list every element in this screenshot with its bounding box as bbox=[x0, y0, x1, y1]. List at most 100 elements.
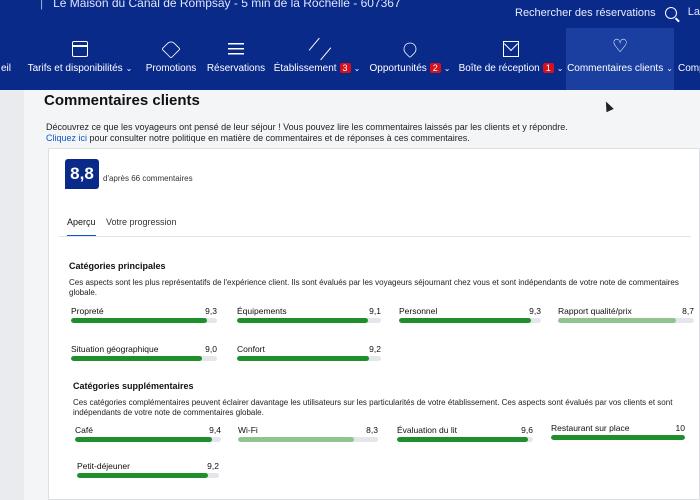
extra-categories-title: Catégories supplémentaires bbox=[73, 381, 194, 391]
tab-apercu[interactable]: Aperçu bbox=[67, 217, 96, 237]
main-categories-title: Catégories principales bbox=[69, 261, 166, 271]
metric-petit-dejeuner: Petit-déjeuner 9,2 bbox=[77, 461, 219, 483]
mail-icon bbox=[503, 41, 519, 57]
metric-value: 8,3 bbox=[366, 425, 378, 435]
metric-situation-geographique: Situation géographique 9,0 bbox=[71, 344, 217, 366]
nav-item-tarifs[interactable]: Tarifs et disponibilités ⌄ bbox=[24, 28, 136, 90]
search-reservations[interactable]: Rechercher des réservations bbox=[515, 2, 685, 24]
metric-proprete: Propreté 9,3 bbox=[71, 306, 217, 328]
metric-bar bbox=[238, 437, 378, 442]
chevron-down-icon: ⌄ bbox=[443, 64, 451, 73]
extra-categories-description: Ces catégories complémentaires peuvent é… bbox=[73, 398, 673, 417]
metric-label: Rapport qualité/prix bbox=[558, 306, 632, 316]
main-categories-description: Ces aspects sont les plus représentatifs… bbox=[69, 278, 679, 297]
metric-value: 9,6 bbox=[521, 425, 533, 435]
metric-bar-fill bbox=[71, 356, 203, 361]
nav-label: Commentaires clients bbox=[567, 63, 664, 74]
metric-personnel: Personnel 9,3 bbox=[399, 306, 541, 328]
nav-label: Promotions bbox=[145, 63, 197, 74]
metric-bar-fill bbox=[237, 356, 370, 361]
pen-icon bbox=[308, 37, 331, 61]
metric-label: Évaluation du lit bbox=[397, 425, 458, 435]
property-name: | Le Maison du Canal de Rompsay - 5 min d… bbox=[40, 0, 401, 10]
metric-label: Café bbox=[75, 425, 93, 435]
tabs-divider bbox=[59, 236, 691, 237]
overall-score: 8,8 bbox=[65, 159, 99, 189]
search-placeholder: Rechercher des réservations bbox=[515, 7, 656, 19]
metric-value: 9,3 bbox=[529, 306, 541, 316]
nav-label: Boîte de réception bbox=[458, 63, 540, 74]
language-selector[interactable]: La bbox=[687, 6, 700, 18]
metric-value: 10 bbox=[675, 423, 685, 433]
nav-label: Comp bbox=[678, 63, 700, 74]
metric-value: 9,4 bbox=[209, 425, 221, 435]
nav-item-boite-reception[interactable]: Boîte de réception 1 ⌄ bbox=[458, 28, 564, 90]
metric-bar bbox=[77, 473, 219, 478]
metric-bar bbox=[71, 356, 217, 361]
metric-bar-fill bbox=[399, 318, 532, 323]
metric-rapport-qualite-prix: Rapport qualité/prix 8,7 bbox=[558, 306, 694, 328]
nav-item-opportunites[interactable]: Opportunités 2 ⌄ bbox=[368, 28, 452, 90]
search-icon[interactable] bbox=[665, 7, 677, 19]
nav-item-partial-left[interactable]: eil bbox=[0, 28, 16, 90]
policy-link[interactable]: Cliquez ici bbox=[46, 133, 88, 143]
metric-confort: Confort 9,2 bbox=[237, 344, 381, 366]
metric-bar-fill bbox=[551, 435, 685, 440]
metric-wifi: Wi-Fi 8,3 bbox=[238, 425, 378, 447]
metric-label: Personnel bbox=[399, 306, 438, 316]
metric-value: 9,2 bbox=[207, 461, 219, 471]
metric-restaurant: Restaurant sur place 10 bbox=[551, 423, 685, 445]
metric-label: Restaurant sur place bbox=[551, 423, 630, 433]
review-count: d'après 66 commentaires bbox=[103, 174, 193, 183]
metric-label: Wi-Fi bbox=[238, 425, 258, 435]
heart-icon bbox=[612, 37, 628, 57]
metric-bar-fill bbox=[397, 437, 528, 442]
metric-value: 8,7 bbox=[682, 306, 694, 316]
metric-bar-fill bbox=[558, 318, 677, 323]
metric-evaluation-lit: Évaluation du lit 9,6 bbox=[397, 425, 533, 447]
nav-item-reservations[interactable]: Réservations bbox=[204, 28, 268, 90]
metric-bar bbox=[75, 437, 221, 442]
metric-value: 9,0 bbox=[205, 344, 217, 354]
metric-value: 9,1 bbox=[369, 306, 381, 316]
metric-bar bbox=[71, 318, 217, 323]
nav-label: Opportunités bbox=[369, 63, 427, 74]
metric-equipements: Équipements 9,1 bbox=[237, 306, 381, 328]
metric-label: Situation géographique bbox=[71, 344, 159, 354]
nav-item-etablissement[interactable]: Établissement 3 ⌄ bbox=[272, 28, 362, 90]
tab-progression[interactable]: Votre progression bbox=[106, 217, 177, 227]
metric-bar-fill bbox=[71, 318, 207, 323]
metric-bar-fill bbox=[75, 437, 213, 442]
chevron-down-icon: ⌄ bbox=[125, 64, 133, 73]
tag-icon bbox=[161, 39, 181, 59]
metric-bar-fill bbox=[238, 437, 355, 442]
review-score-card: 8,8 d'après 66 commentaires Aperçu Votre… bbox=[48, 148, 700, 500]
chevron-down-icon: ⌄ bbox=[556, 64, 564, 73]
page-intro: Découvrez ce que les voyageurs ont pensé… bbox=[46, 122, 568, 143]
top-bar: | Le Maison du Canal de Rompsay - 5 min d… bbox=[0, 0, 700, 90]
metric-bar bbox=[558, 318, 694, 323]
notification-badge: 1 bbox=[542, 63, 554, 73]
nav-item-commentaires[interactable]: Commentaires clients⌄ bbox=[566, 28, 674, 90]
metric-label: Propreté bbox=[71, 306, 104, 316]
metric-value: 9,2 bbox=[369, 344, 381, 354]
metric-cafe: Café 9,4 bbox=[75, 425, 221, 447]
metric-bar bbox=[237, 318, 381, 323]
nav-item-partial-right[interactable]: Comp bbox=[678, 28, 700, 90]
chevron-down-icon: ⌄ bbox=[666, 64, 673, 73]
notification-badge: 2 bbox=[429, 63, 441, 73]
metric-bar bbox=[397, 437, 533, 442]
metric-bar-fill bbox=[237, 318, 369, 323]
list-icon bbox=[228, 41, 244, 57]
rocket-icon bbox=[400, 39, 420, 59]
metric-bar bbox=[551, 435, 685, 440]
nav-item-promotions[interactable]: Promotions bbox=[140, 28, 202, 90]
metric-label: Équipements bbox=[237, 306, 287, 316]
main-content: Commentaires clients Découvrez ce que le… bbox=[24, 90, 700, 500]
metric-label: Petit-déjeuner bbox=[77, 461, 130, 471]
metric-bar bbox=[237, 356, 381, 361]
notification-badge: 3 bbox=[339, 63, 351, 73]
metric-bar-fill bbox=[77, 473, 208, 478]
nav-label: eil bbox=[0, 63, 11, 74]
calendar-icon bbox=[72, 41, 88, 57]
